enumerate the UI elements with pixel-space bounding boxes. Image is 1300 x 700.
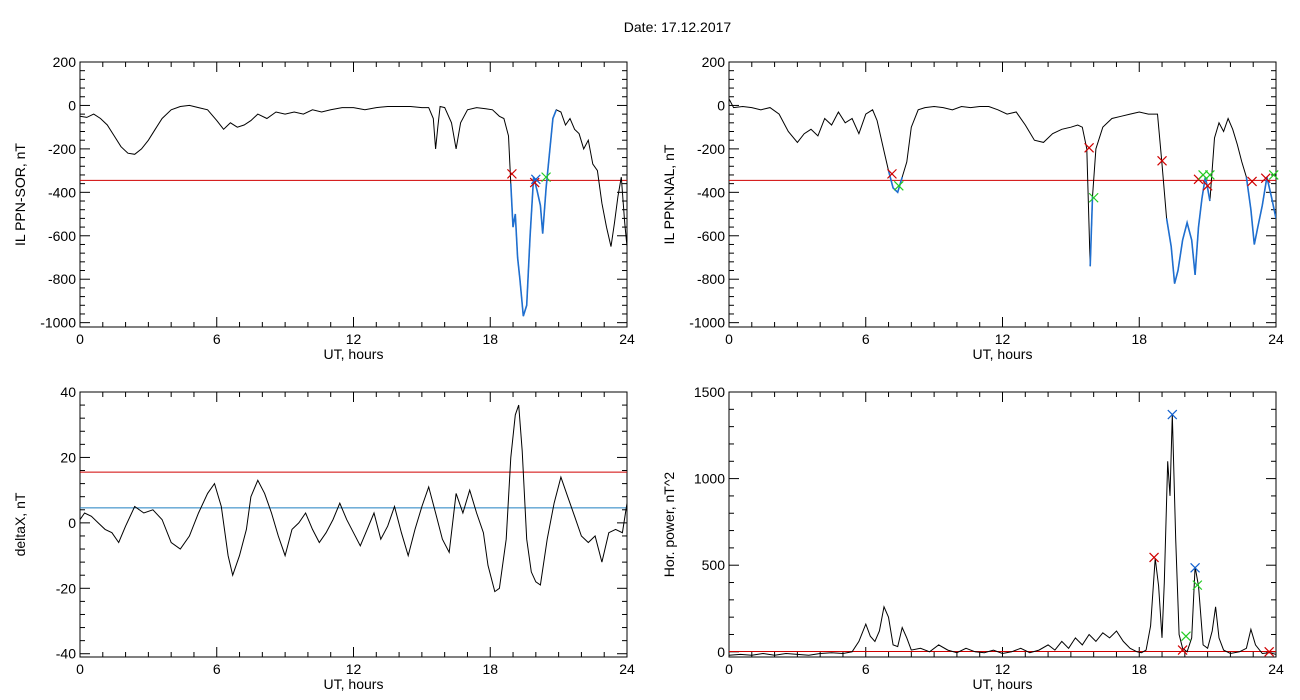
y-tick-label: 200	[702, 54, 726, 70]
y-tick-label: -400	[697, 184, 725, 200]
y-tick-label: 1000	[694, 471, 725, 487]
y-tick-label: 20	[60, 449, 76, 465]
x-tick-label: 12	[995, 661, 1011, 677]
event-marker	[1204, 170, 1215, 180]
event-marker	[1149, 552, 1159, 563]
y-tick-label: 0	[68, 515, 76, 531]
event-marker	[893, 180, 904, 191]
event-marker	[1190, 562, 1201, 573]
event-marker	[1088, 192, 1099, 203]
event-marker	[1247, 176, 1257, 187]
event-marker	[1177, 645, 1188, 655]
y-tick-label: -20	[56, 580, 76, 596]
event-marker	[541, 172, 552, 183]
data-series-line	[729, 414, 1276, 656]
y-tick-label: -200	[697, 141, 725, 157]
y-tick-label: -1000	[689, 315, 725, 331]
y-tick-label: 0	[717, 97, 725, 113]
x-axis-label: UT, hours	[324, 346, 384, 362]
highlight-segment	[1245, 176, 1276, 245]
y-axis-label: Hor. power, nT^2	[661, 472, 677, 578]
event-marker	[506, 168, 517, 179]
x-tick-label: 24	[1268, 331, 1284, 347]
event-marker	[1181, 631, 1191, 642]
y-tick-label: 200	[53, 54, 77, 70]
y-tick-label: -600	[48, 228, 76, 244]
event-marker	[1157, 155, 1167, 166]
event-marker	[1268, 170, 1279, 180]
x-axis-label: UT, hours	[973, 676, 1033, 692]
x-tick-label: 6	[862, 661, 870, 677]
event-marker	[1084, 142, 1095, 153]
x-tick-label: 24	[619, 331, 635, 347]
x-tick-label: 18	[1131, 661, 1147, 677]
event-marker	[887, 168, 897, 179]
panel-il-ppn-nal: 0 6 12 18 24 200 0 -200 -400 -600 -800 -1000 UT, hou…	[661, 54, 1284, 362]
x-tick-label: 18	[482, 331, 498, 347]
x-tick-label: 18	[482, 661, 498, 677]
x-tick-label: 0	[76, 331, 84, 347]
highlight-segment	[1089, 196, 1094, 267]
x-tick-label: 6	[213, 661, 221, 677]
event-marker	[529, 177, 540, 188]
x-tick-label: 12	[346, 661, 362, 677]
panel-il-ppn-sor: 0 6 12 18 24 200 0 -200 -400 -600 -800 -1000 UT, hou…	[12, 54, 635, 362]
event-marker	[1202, 180, 1213, 191]
x-tick-label: 0	[725, 661, 733, 677]
y-tick-label: 40	[60, 384, 76, 400]
event-marker	[530, 174, 541, 185]
x-tick-label: 24	[1268, 661, 1284, 677]
y-tick-label: 0	[717, 644, 725, 660]
y-tick-label: -800	[48, 271, 76, 287]
event-marker	[1264, 646, 1275, 657]
highlight-segment	[510, 109, 558, 317]
plot-frame	[79, 391, 628, 658]
x-axis-label: UT, hours	[973, 346, 1033, 362]
plot-frame	[728, 391, 1277, 658]
data-series-line	[729, 98, 1276, 284]
x-tick-label: 6	[862, 331, 870, 347]
data-series-line	[80, 404, 627, 593]
y-axis-label: IL PPN-SOR, nT	[12, 143, 28, 246]
x-tick-label: 0	[725, 331, 733, 347]
x-tick-label: 12	[346, 331, 362, 347]
y-tick-label: -400	[48, 184, 76, 200]
data-series-line	[80, 104, 627, 317]
event-marker	[1192, 580, 1203, 591]
y-tick-label: -40	[56, 646, 76, 662]
x-axis-label: UT, hours	[324, 676, 384, 692]
x-tick-label: 6	[213, 331, 221, 347]
event-marker	[1167, 409, 1178, 420]
event-marker	[1260, 173, 1271, 184]
y-tick-label: -600	[697, 228, 725, 244]
plot-frame	[728, 61, 1277, 328]
y-tick-label: -1000	[40, 315, 76, 331]
x-tick-label: 0	[76, 661, 84, 677]
y-axis-label: IL PPN-NAL, nT	[661, 144, 677, 244]
y-tick-label: -200	[48, 141, 76, 157]
panel-deltax: 0 6 12 18 24 40 20 0 -20 -40 UT, hours deltaX, nT	[12, 384, 635, 692]
x-tick-label: 18	[1131, 331, 1147, 347]
y-tick-label: 1500	[694, 384, 725, 400]
y-axis-label: deltaX, nT	[12, 492, 28, 556]
panel-hor-power: 0 6 12 18 24 1500 1000 500 0 UT, hours Hor. power,…	[661, 384, 1284, 692]
highlight-segment	[1165, 176, 1211, 284]
y-tick-label: -800	[697, 271, 725, 287]
figure-title: Date: 17.12.2017	[623, 19, 732, 35]
x-tick-label: 24	[619, 661, 635, 677]
y-tick-label: 500	[702, 557, 726, 573]
x-tick-label: 12	[995, 331, 1011, 347]
y-tick-label: 0	[68, 97, 76, 113]
